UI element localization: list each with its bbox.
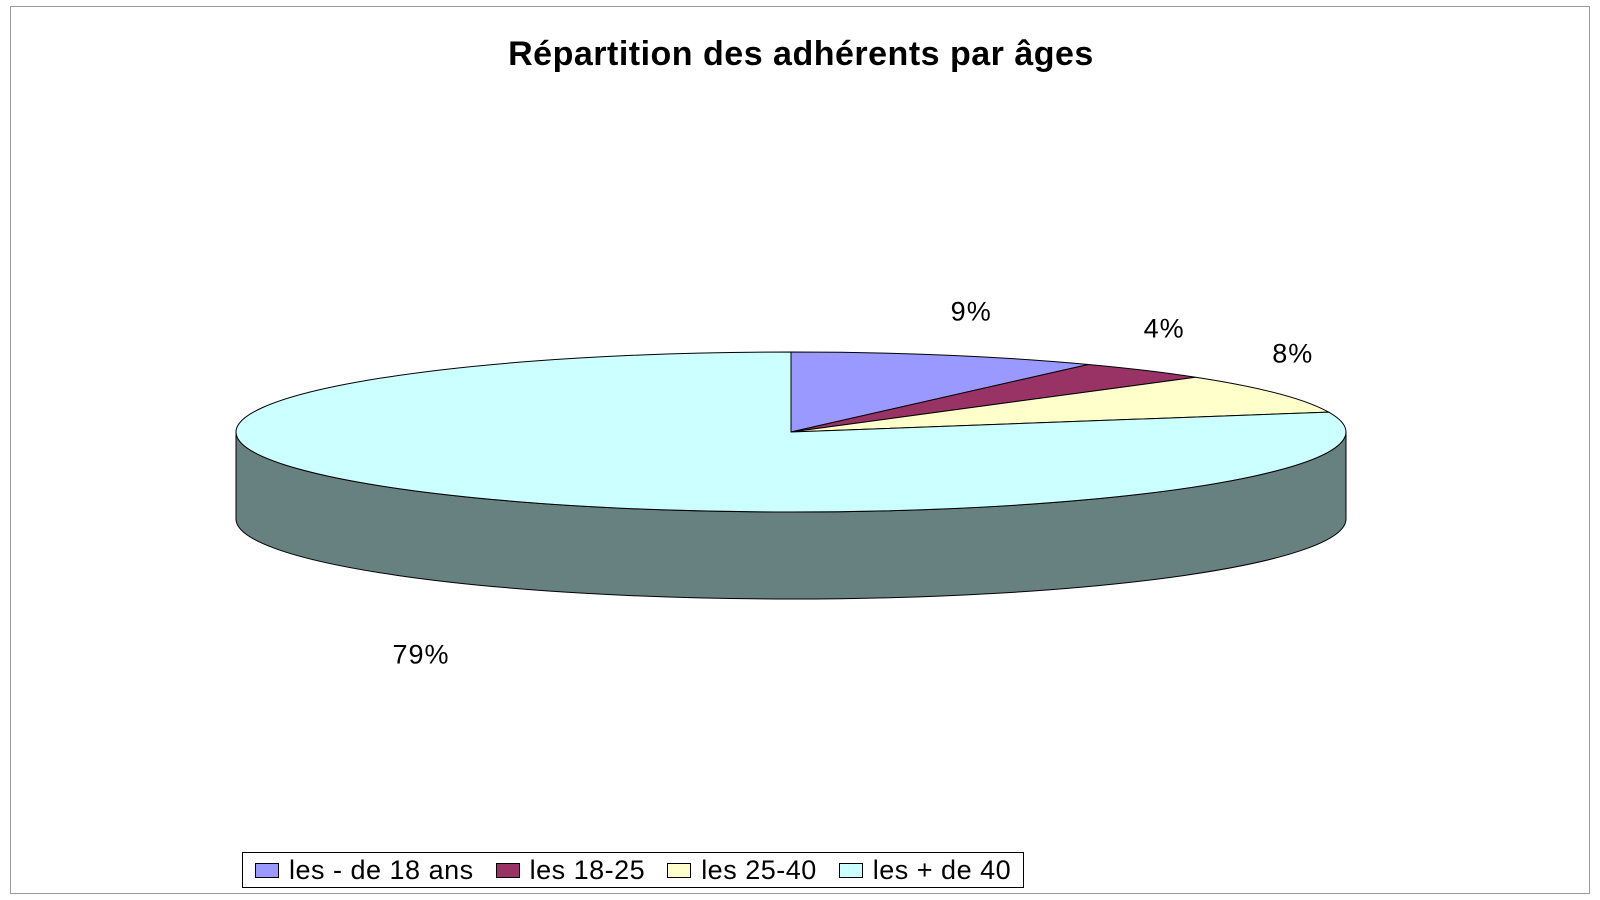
chart-title: Répartition des adhérents par âges xyxy=(508,35,1094,73)
legend-swatch xyxy=(838,862,863,878)
pie-data-label: 8% xyxy=(1272,339,1313,369)
legend-entry: les 18-25 xyxy=(495,854,646,886)
pie-data-label: 9% xyxy=(951,297,992,327)
legend-label: les 18-25 xyxy=(529,854,646,885)
legend-label: les - de 18 ans xyxy=(289,854,474,885)
pie-slice xyxy=(235,351,1347,513)
pie-slice xyxy=(790,376,1331,433)
pie-slice xyxy=(790,351,1089,433)
legend: les - de 18 ans les 18-25 les 25-40 les … xyxy=(242,852,1025,888)
legend-swatch xyxy=(667,862,692,878)
legend-entry: les 25-40 xyxy=(667,855,817,886)
pie-data-label: 79% xyxy=(393,640,450,670)
legend-entry: les - de 18 ans xyxy=(255,855,474,886)
legend-swatch xyxy=(495,862,520,878)
legend-entry: les + de 40 xyxy=(838,854,1012,886)
pie-data-label: 4% xyxy=(1144,313,1185,343)
legend-label: les 25-40 xyxy=(701,854,817,885)
pie-slices xyxy=(235,351,1347,513)
pie-data-labels: 9% 4% 8% 79% xyxy=(393,297,1313,670)
legend-swatch xyxy=(255,862,279,878)
legend-label: les + de 40 xyxy=(872,854,1012,885)
